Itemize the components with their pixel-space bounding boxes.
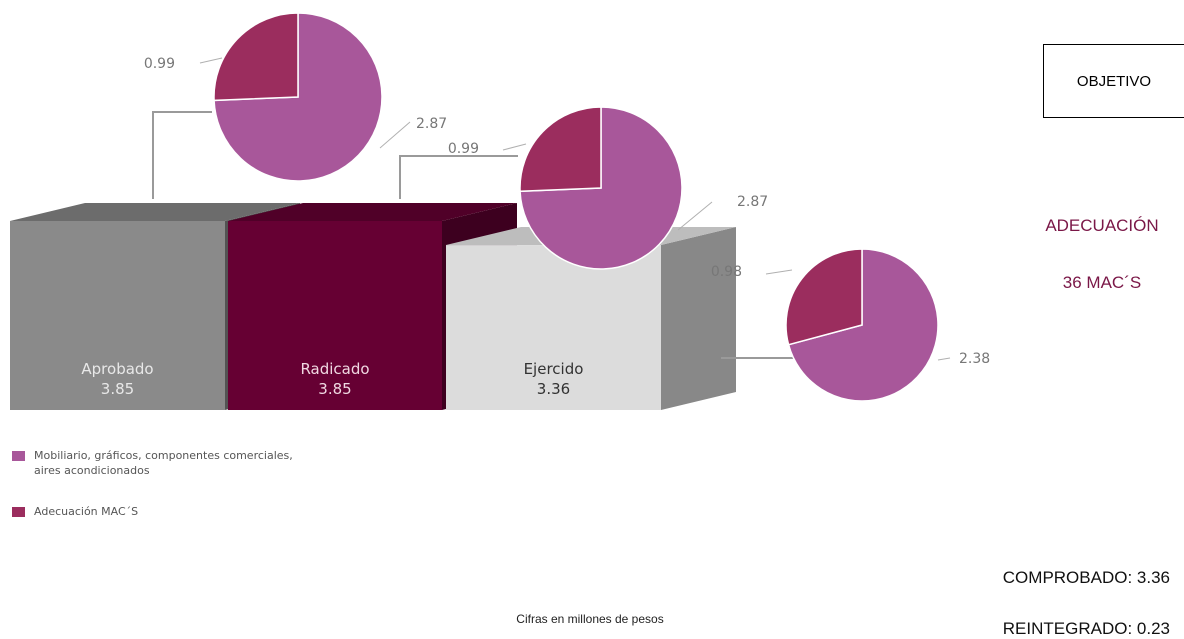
pie-radicado-leader-mobiliario	[677, 201, 713, 231]
bar-top-radicado	[228, 203, 517, 221]
pie-aprobado-label-adecuacion: 0.99	[144, 56, 175, 72]
reintegrado-label: REINTEGRADO: 0.23	[1002, 619, 1170, 638]
pie-radicado-label-adecuacion: 0.99	[448, 141, 479, 157]
bar-aprobado	[10, 221, 225, 410]
bar-radicado	[228, 221, 442, 410]
pie-radicado-slice-adecuacion	[519, 106, 602, 193]
pie-aprobado-slice-adecuacion	[213, 12, 299, 102]
macs-label: 36 MAC´S	[1062, 273, 1142, 292]
pie-aprobado-slice-mobiliario	[213, 12, 383, 182]
pie-aprobado-leader-mobiliario	[379, 121, 411, 149]
pie-aprobado-leader-adecuacion	[199, 57, 223, 64]
pie-radicado-label-mobiliario: 2.87	[737, 194, 768, 210]
pie-ejercido-label-mobiliario: 2.38	[959, 351, 990, 367]
legend-swatch-mobiliario	[12, 451, 25, 461]
legend-swatch-adecuacion	[12, 507, 25, 517]
pie-ejercido-label-adecuacion: 0.98	[711, 264, 742, 280]
connector-radicado	[399, 155, 518, 199]
bar-label-aprobado: Aprobado	[81, 360, 153, 378]
pie-ejercido-slice-mobiliario	[787, 248, 939, 402]
pie-ejercido-leader-adecuacion	[765, 269, 793, 275]
footnote: Cifras en millones de pesos	[516, 612, 664, 626]
bar-value-ejercido: 3.36	[537, 380, 570, 398]
pie-radicado-leader-adecuacion	[502, 143, 527, 151]
legend-item-mobiliario: Mobiliario, gráficos, componentes comerc…	[12, 448, 312, 478]
pie-ejercido-slice-adecuacion	[785, 248, 863, 346]
legend: Mobiliario, gráficos, componentes comerc…	[12, 448, 312, 545]
comprobado-label: COMPROBADO: 3.36	[1002, 568, 1170, 587]
legend-label-mobiliario: Mobiliario, gráficos, componentes comerc…	[34, 449, 293, 477]
pie-ejercido-leader-mobiliario	[937, 357, 951, 361]
objetivo-box: OBJETIVO	[1043, 44, 1184, 118]
bar-label-radicado: Radicado	[300, 360, 369, 378]
connector-aprobado	[152, 111, 212, 199]
pie-aprobado-label-mobiliario: 2.87	[416, 116, 447, 132]
bar-top-aprobado	[10, 203, 300, 221]
adecuacion-label: ADECUACIÓN	[1045, 216, 1159, 235]
legend-label-adecuacion: Adecuación MAC´S	[34, 505, 139, 518]
bar-value-aprobado: 3.85	[101, 380, 134, 398]
bar-side-ejercido	[661, 227, 736, 410]
bar-value-radicado: 3.85	[318, 380, 351, 398]
bar-ejercido	[446, 245, 661, 410]
legend-item-adecuacion: Adecuación MAC´S	[12, 504, 312, 519]
bar-label-ejercido: Ejercido	[524, 360, 584, 378]
